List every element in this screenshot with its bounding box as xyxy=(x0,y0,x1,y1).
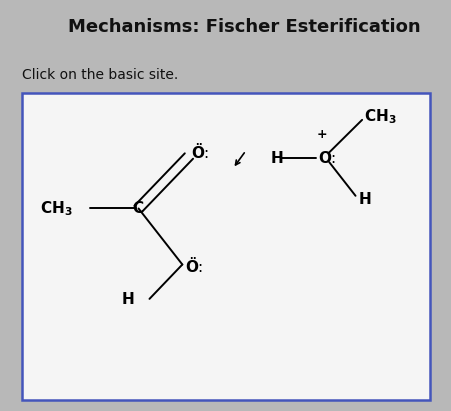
Text: $\mathbf{O}$:: $\mathbf{O}$: xyxy=(318,150,336,166)
Text: Click on the basic site.: Click on the basic site. xyxy=(22,68,178,82)
Text: $\mathbf{\ddot{O}}$:: $\mathbf{\ddot{O}}$: xyxy=(184,256,202,276)
Text: $\mathbf{CH_3}$: $\mathbf{CH_3}$ xyxy=(364,107,396,126)
Text: $\mathbf{H}$: $\mathbf{H}$ xyxy=(269,150,283,166)
Text: $\mathbf{H}$: $\mathbf{H}$ xyxy=(357,192,370,208)
Text: $\mathbf{C}$: $\mathbf{C}$ xyxy=(132,201,144,217)
Text: $\mathbf{+}$: $\mathbf{+}$ xyxy=(315,128,327,141)
Text: Mechanisms: Fischer Esterification: Mechanisms: Fischer Esterification xyxy=(68,18,419,36)
FancyBboxPatch shape xyxy=(22,93,429,400)
Text: $\mathbf{CH_3}$: $\mathbf{CH_3}$ xyxy=(40,199,72,218)
Text: $\mathbf{\ddot{O}}$:: $\mathbf{\ddot{O}}$: xyxy=(191,143,209,162)
Text: $\mathbf{H}$: $\mathbf{H}$ xyxy=(120,291,134,307)
